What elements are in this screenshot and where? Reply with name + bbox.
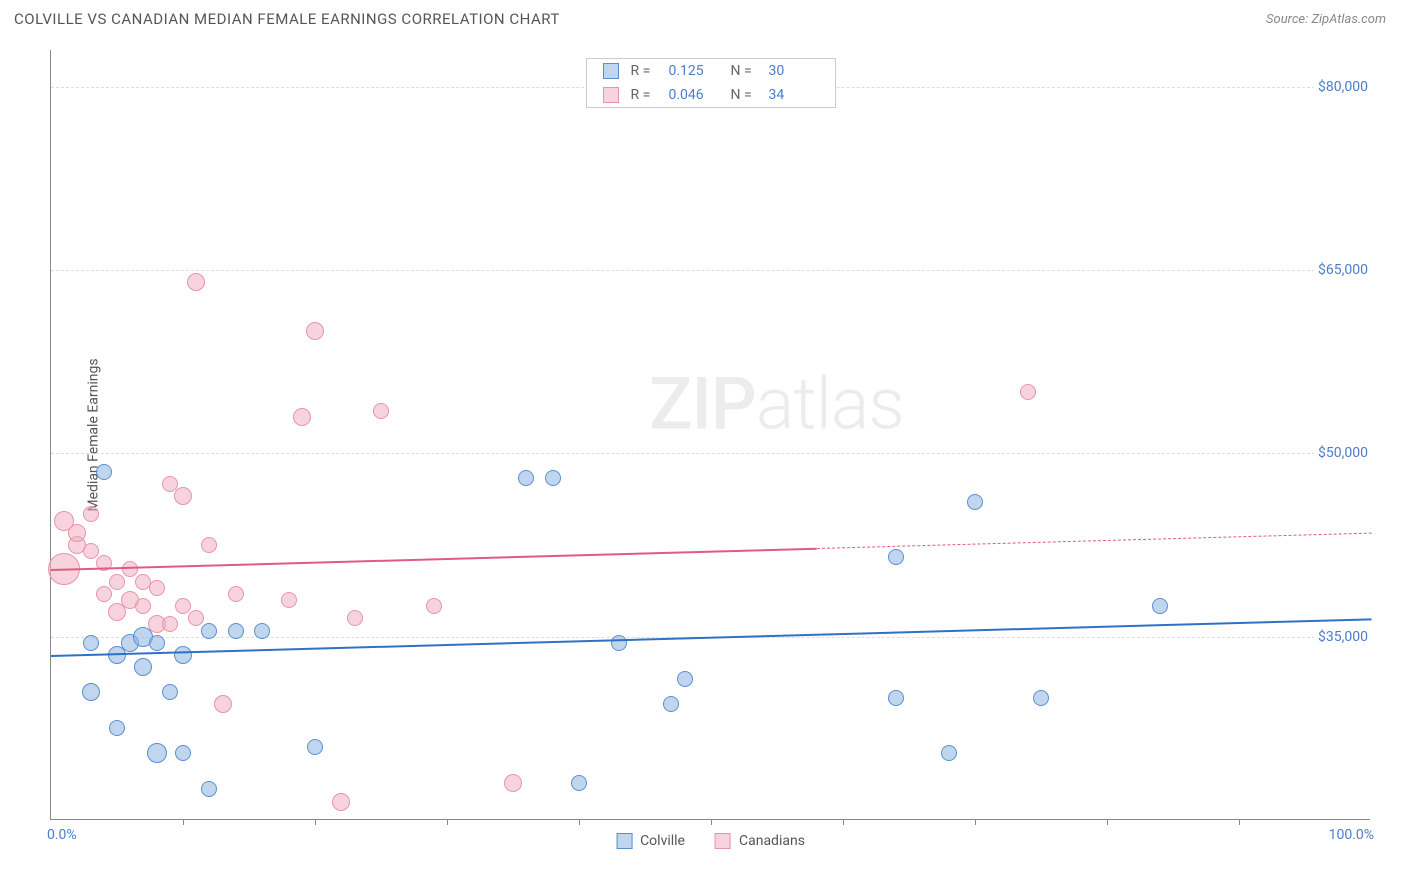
scatter-point <box>175 745 191 761</box>
y-tick-label: $65,000 <box>1314 262 1372 278</box>
legend-swatch <box>616 833 632 849</box>
scatter-point <box>677 671 693 687</box>
scatter-point <box>254 623 270 639</box>
scatter-point <box>162 684 178 700</box>
x-tick-mark <box>447 819 448 825</box>
chart-source: Source: ZipAtlas.com <box>1266 12 1386 27</box>
trend-line <box>51 618 1371 657</box>
x-tick-mark <box>579 819 580 825</box>
scatter-point <box>545 470 561 486</box>
legend-swatch <box>715 833 731 849</box>
x-tick-label-right: 100.0% <box>1329 827 1374 843</box>
legend-item: Canadians <box>715 833 805 849</box>
legend-swatch <box>603 63 619 79</box>
scatter-point <box>109 574 125 590</box>
scatter-point <box>611 635 627 651</box>
chart-title: COLVILLE VS CANADIAN MEDIAN FEMALE EARNI… <box>14 10 560 28</box>
scatter-point <box>162 616 178 632</box>
x-tick-mark <box>315 819 316 825</box>
scatter-point <box>96 586 112 602</box>
scatter-point <box>68 524 86 542</box>
scatter-point <box>201 781 217 797</box>
watermark: ZIPatlas <box>649 361 904 446</box>
scatter-point <box>188 610 204 626</box>
scatter-point <box>135 598 151 614</box>
scatter-point <box>518 470 534 486</box>
scatter-point <box>174 487 192 505</box>
scatter-point <box>663 696 679 712</box>
y-axis-label: Median Female Earnings <box>86 358 102 511</box>
stat-n-label: N = <box>731 63 757 79</box>
gridline <box>51 270 1370 271</box>
chart-header: COLVILLE VS CANADIAN MEDIAN FEMALE EARNI… <box>0 0 1406 34</box>
scatter-point <box>426 598 442 614</box>
y-tick-label: $50,000 <box>1314 445 1372 461</box>
chart-plot-area: ZIPatlas Median Female Earnings R = 0.125… <box>50 50 1370 820</box>
legend-label: Colville <box>640 833 685 849</box>
x-tick-mark <box>843 819 844 825</box>
stat-r-value: 0.046 <box>669 87 719 103</box>
scatter-point <box>122 561 138 577</box>
scatter-point <box>347 610 363 626</box>
scatter-point <box>228 586 244 602</box>
stat-n-label: N = <box>731 87 757 103</box>
scatter-point <box>83 506 99 522</box>
scatter-point <box>888 690 904 706</box>
stat-r-value: 0.125 <box>669 63 719 79</box>
scatter-point <box>941 745 957 761</box>
scatter-point <box>332 793 350 811</box>
scatter-point <box>83 635 99 651</box>
legend-swatch <box>603 87 619 103</box>
trend-line-extrapolated <box>817 533 1371 549</box>
scatter-point <box>1020 384 1036 400</box>
scatter-point <box>504 774 522 792</box>
scatter-point <box>571 775 587 791</box>
y-tick-label: $80,000 <box>1314 79 1372 95</box>
series-legend: Colville Canadians <box>616 833 805 849</box>
scatter-point <box>201 623 217 639</box>
scatter-point <box>281 592 297 608</box>
scatter-point <box>1033 690 1049 706</box>
scatter-point <box>201 537 217 553</box>
stat-n-value: 34 <box>769 87 819 103</box>
gridline <box>51 453 1370 454</box>
stat-r-label: R = <box>631 63 657 79</box>
scatter-point <box>83 543 99 559</box>
scatter-point <box>293 408 311 426</box>
stats-legend: R = 0.125 N = 30 R = 0.046 N = 34 <box>586 58 836 108</box>
x-tick-mark <box>711 819 712 825</box>
scatter-point <box>149 580 165 596</box>
scatter-point <box>888 549 904 565</box>
legend-item: Colville <box>616 833 685 849</box>
scatter-point <box>134 658 152 676</box>
scatter-point <box>147 743 167 763</box>
x-tick-mark <box>1239 819 1240 825</box>
stats-legend-row: R = 0.046 N = 34 <box>587 83 835 107</box>
scatter-point <box>307 739 323 755</box>
x-tick-mark <box>183 819 184 825</box>
scatter-point <box>187 273 205 291</box>
scatter-point <box>96 464 112 480</box>
scatter-point <box>967 494 983 510</box>
scatter-point <box>109 720 125 736</box>
scatter-point <box>149 635 165 651</box>
scatter-point <box>1152 598 1168 614</box>
x-tick-mark <box>1107 819 1108 825</box>
stat-n-value: 30 <box>769 63 819 79</box>
x-tick-label-left: 0.0% <box>47 827 77 843</box>
trend-line <box>51 548 817 571</box>
y-tick-label: $35,000 <box>1314 629 1372 645</box>
x-tick-mark <box>975 819 976 825</box>
stat-r-label: R = <box>631 87 657 103</box>
scatter-point <box>306 322 324 340</box>
stats-legend-row: R = 0.125 N = 30 <box>587 59 835 83</box>
scatter-point <box>82 683 100 701</box>
scatter-point <box>214 695 232 713</box>
scatter-point <box>228 623 244 639</box>
legend-label: Canadians <box>739 833 805 849</box>
scatter-point <box>373 403 389 419</box>
scatter-point <box>174 646 192 664</box>
scatter-point <box>175 598 191 614</box>
